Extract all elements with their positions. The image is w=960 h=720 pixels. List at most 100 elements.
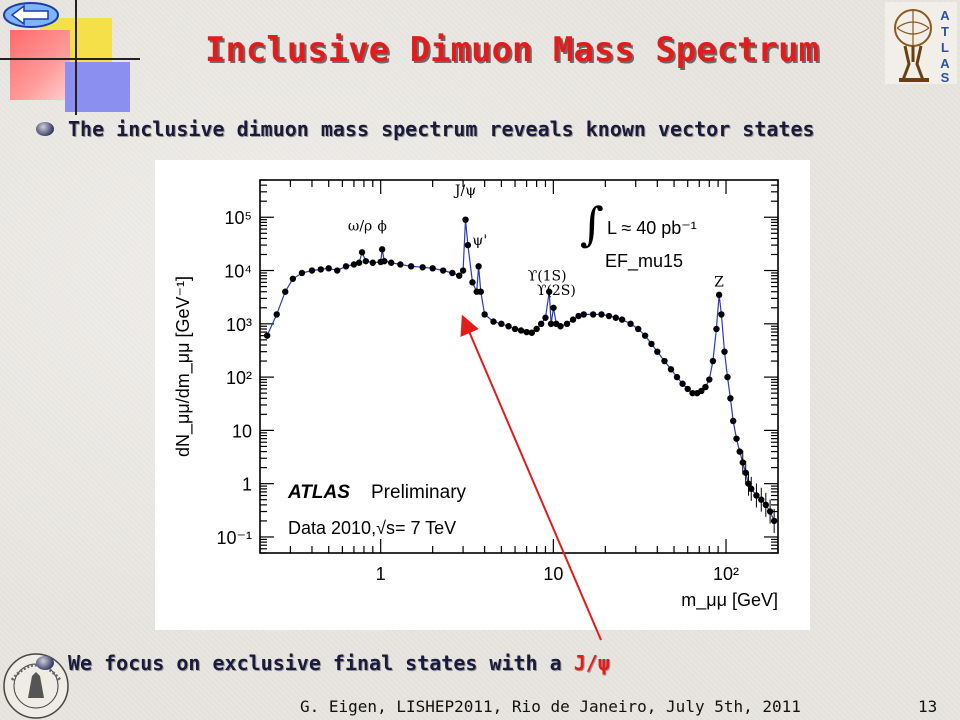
data-point	[569, 316, 577, 323]
data-point	[289, 275, 297, 282]
integral-sign: ∫	[580, 197, 604, 251]
data-point	[729, 417, 737, 425]
bullet-icon	[36, 121, 54, 136]
data-point	[589, 311, 597, 318]
data-point	[709, 357, 717, 365]
data-point	[618, 316, 626, 323]
data-point	[648, 340, 655, 348]
data-point	[742, 469, 749, 476]
data-point	[381, 257, 388, 265]
data-point	[715, 291, 723, 299]
data-point	[673, 373, 681, 381]
dimuon-mass-chart: 1 10 10² 10⁵ 10⁴ 10³ 10² 10 1 10⁻¹ m_μμ [GeV] dN_μμ…	[173, 179, 779, 611]
data-point	[739, 459, 746, 466]
data-point	[325, 265, 332, 272]
data-point	[766, 508, 774, 515]
data-point	[641, 332, 649, 339]
data-point	[342, 263, 350, 270]
data-point	[537, 320, 545, 328]
data-point	[533, 325, 540, 333]
data-point	[456, 272, 463, 279]
y-tick-label: 10	[232, 421, 252, 441]
data-point	[490, 318, 497, 325]
bullet-item: The inclusive dimuon mass spectrum revea…	[36, 117, 916, 141]
data-point	[580, 311, 587, 318]
data-point	[397, 261, 404, 268]
y-tick-label: 10²	[226, 368, 252, 388]
data-point	[575, 312, 582, 320]
decorative-squares	[0, 0, 140, 115]
data-point	[362, 257, 370, 265]
return-arrow-icon[interactable]	[2, 0, 60, 30]
data-point	[475, 263, 482, 270]
data-point	[698, 387, 705, 395]
data-point	[706, 376, 713, 383]
data-point	[758, 496, 765, 503]
data-point	[702, 383, 709, 391]
data-point	[612, 314, 620, 321]
peak-annotation: ψ'	[472, 233, 487, 249]
data-point	[563, 320, 571, 328]
chart-panel: 1 10 10² 10⁵ 10⁴ 10³ 10² 10 1 10⁻¹ m_μμ [GeV] dN_μμ…	[155, 160, 810, 630]
data-point	[511, 325, 519, 333]
data-point	[661, 357, 668, 365]
atlas-logo-letter: A	[940, 56, 950, 71]
data-point	[718, 311, 725, 318]
data-point	[598, 311, 605, 318]
data-point	[627, 320, 634, 328]
peak-annotation: ω/ρ	[348, 219, 372, 235]
luminosity-label: L ≈ 40 pb⁻¹	[607, 218, 697, 238]
x-tick-label: 10²	[713, 564, 739, 584]
y-tick-label: 10⁴	[224, 262, 252, 282]
experiment-label: ATLAS	[287, 482, 350, 503]
data-point	[369, 259, 376, 266]
peak-annotation: ϒ(2S)	[537, 283, 576, 299]
data-point	[550, 304, 557, 311]
data-point	[419, 264, 426, 271]
data-point	[667, 366, 675, 373]
data-point	[350, 261, 358, 268]
data-point	[462, 216, 469, 223]
y-tick-label: 10⁻¹	[216, 528, 252, 548]
data-point	[273, 311, 280, 318]
bullet-text: The inclusive dimuon mass spectrum revea…	[68, 117, 815, 141]
data-point	[459, 267, 467, 274]
bullet-text: We focus on exclusive final states with …	[68, 651, 574, 675]
x-axis-label: m_μμ [GeV]	[681, 590, 778, 611]
experiment-sublabel: Preliminary	[371, 482, 467, 503]
data-point	[679, 380, 686, 387]
data-point	[745, 480, 752, 487]
data-point	[282, 288, 289, 295]
atlas-logo-letter: T	[941, 24, 949, 39]
peak-annotation: ϕ	[377, 219, 387, 235]
data-point	[469, 279, 476, 286]
data-point	[721, 348, 728, 355]
footer-text: G. Eigen, LISHEP2011, Rio de Janeiro, Ju…	[300, 697, 801, 716]
data-point	[727, 395, 734, 402]
y-axis-label: dN_μμ/dm_μμ [GeV⁻¹]	[173, 276, 194, 457]
data-point	[733, 435, 740, 442]
trigger-label: EF_mu15	[605, 251, 683, 272]
data-point	[308, 267, 316, 274]
y-tick-label: 10⁵	[225, 208, 252, 228]
data-point	[464, 241, 472, 249]
data-point	[334, 267, 341, 274]
data-point	[407, 263, 415, 270]
data-point	[298, 269, 306, 277]
data-point	[724, 373, 731, 381]
data-point	[557, 323, 564, 330]
dataset-label: Data 2010,√s= 7 TeV	[288, 518, 456, 538]
data-point	[736, 448, 743, 455]
data-point	[770, 517, 778, 525]
fit-line	[266, 219, 775, 522]
data-point	[605, 312, 613, 320]
jpsi-highlight: J/ψ	[573, 651, 610, 675]
data-point	[439, 267, 447, 274]
peak-annotation: Z	[714, 275, 724, 291]
data-point	[481, 311, 488, 318]
data-point	[713, 325, 720, 333]
y-tick-label: 10³	[226, 315, 252, 335]
red-square	[10, 30, 70, 100]
data-point	[429, 265, 436, 272]
data-point	[498, 320, 505, 328]
